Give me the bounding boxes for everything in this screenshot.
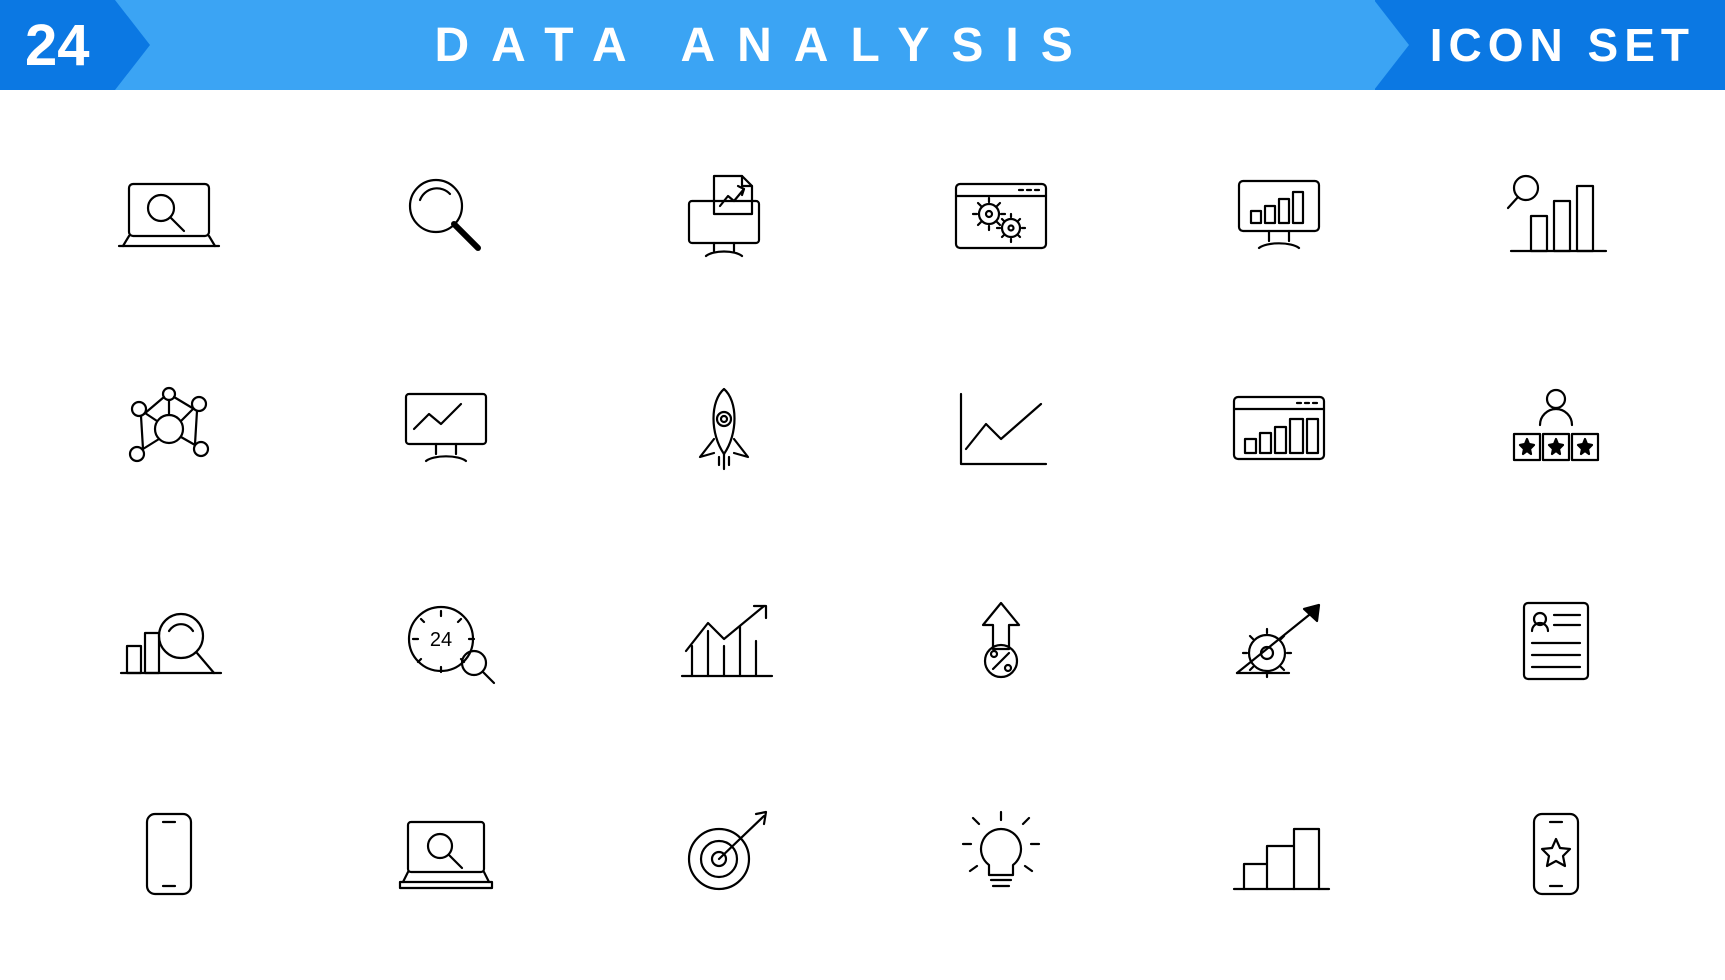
smartphone-icon	[40, 758, 298, 951]
percent-up-icon	[873, 545, 1131, 738]
laptop-search-2-icon	[318, 758, 576, 951]
rocket-icon	[595, 333, 853, 526]
bars-search-icon	[1428, 120, 1686, 313]
line-chart-icon	[873, 333, 1131, 526]
gear-growth-icon	[1150, 545, 1408, 738]
network-graph-icon	[40, 333, 298, 526]
magnifier-icon	[318, 120, 576, 313]
phone-star-icon	[1428, 758, 1686, 951]
clock-24-text: 24	[430, 629, 452, 651]
growth-arrow-chart-icon	[595, 545, 853, 738]
set-title: DATA ANALYSIS	[115, 0, 1375, 90]
browser-gears-icon	[873, 120, 1131, 313]
set-subtitle: ICON SET	[1375, 0, 1725, 90]
target-icon	[595, 758, 853, 951]
profile-card-icon	[1428, 545, 1686, 738]
browser-bars-icon	[1150, 333, 1408, 526]
icon-count-badge: 24	[0, 0, 115, 90]
bars-magnify-icon	[40, 545, 298, 738]
clock-24-search-icon: 24	[318, 545, 576, 738]
icon-grid: 24	[0, 90, 1725, 980]
header-banner: 24 DATA ANALYSIS ICON SET	[0, 0, 1725, 90]
laptop-search-icon	[40, 120, 298, 313]
step-chart-icon	[1150, 758, 1408, 951]
monitor-chart-doc-icon	[595, 120, 853, 313]
monitor-line-icon	[318, 333, 576, 526]
user-rating-icon	[1428, 333, 1686, 526]
lightbulb-icon	[873, 758, 1131, 951]
monitor-bars-icon	[1150, 120, 1408, 313]
